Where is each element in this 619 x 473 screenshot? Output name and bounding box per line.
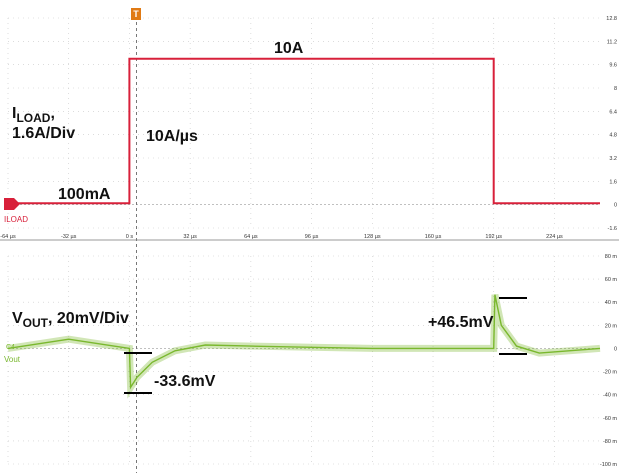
vout-y-tick-label: -100 m	[600, 462, 618, 468]
x-tick-label: -32 µs	[61, 234, 77, 240]
vout-y-tick-label: -80 m	[603, 439, 617, 445]
x-tick-label: 32 µs	[183, 234, 197, 240]
x-tick-label: 160 µs	[425, 234, 442, 240]
iload-y-tick-label: 12.8	[606, 16, 617, 22]
iload-channel-label: ILOAD	[4, 215, 28, 224]
iload-slew-rate-label: 10A/µs	[146, 128, 198, 145]
x-tick-label: 64 µs	[244, 234, 258, 240]
vout-grid	[7, 255, 600, 465]
iload-y-tick-label: 11.2	[607, 39, 617, 45]
trigger-marker-label: T	[133, 9, 139, 19]
trigger-marker: T	[131, 8, 141, 20]
vout-y-tick-label: 20 m	[605, 323, 618, 329]
iload-y-tick-label: 9.6	[609, 63, 617, 69]
iload-ylabel-main: I	[12, 105, 17, 122]
iload-ylabel: ILOAD, 1.6A/Div	[12, 104, 75, 144]
iload-y-tick-label: 8	[614, 86, 617, 92]
iload-y-tick-label: 1.6	[609, 179, 617, 185]
vout-y-tick-label: 60 m	[605, 277, 618, 283]
vout-y-tick-label: 0	[614, 346, 617, 352]
iload-high-level-label: 10A	[274, 40, 304, 57]
vout-y-tick-label: 80 m	[605, 254, 618, 260]
vout-y-tick-label: -20 m	[603, 370, 617, 376]
vout-channel-label: Vout	[4, 355, 21, 364]
iload-ylabel-sub: LOAD	[16, 111, 51, 125]
iload-y-tick-label: 0	[614, 203, 617, 209]
iload-low-level-label: 100mA	[58, 186, 111, 203]
x-tick-label: 192 µs	[485, 234, 502, 240]
vout-channel-id: C4	[6, 344, 15, 351]
vout-ylabel-suffix: , 20mV/Div	[48, 310, 129, 327]
vout-waveform	[7, 294, 601, 390]
iload-grid	[7, 17, 600, 229]
vout-y-tick-label: -40 m	[603, 393, 617, 399]
vout-undershoot-label: -33.6mV	[154, 373, 216, 390]
vout-ylabel-sub: OUT	[22, 316, 49, 330]
vout-y-tick-label: 40 m	[605, 300, 618, 306]
iload-channel-marker: ILOAD	[4, 198, 28, 224]
vout-overshoot-label: +46.5mV	[428, 314, 494, 331]
iload-y-tick-label: 6.4	[609, 109, 617, 115]
x-tick-label: 0 s	[126, 234, 134, 240]
vout-channel-marker: C4 Vout	[4, 344, 21, 364]
x-tick-label: -64 µs	[0, 234, 16, 240]
vout-y-tick-label: -60 m	[603, 416, 617, 422]
iload-y-tick-label: 3.2	[609, 156, 617, 162]
iload-y-tick-label: -1.6	[608, 226, 617, 232]
iload-ylabel-scale: 1.6A/Div	[12, 125, 76, 142]
tick-labels-layer: -64 µs -32 µs 0 s 32 µs 64 µs 96 µs 128 µs 160 …	[0, 16, 617, 468]
iload-waveform	[8, 57, 600, 205]
vout-ylabel: VOUT, 20mV/Div	[12, 310, 129, 330]
iload-waveform-layer	[8, 57, 600, 205]
x-tick-label: 224 µs	[546, 234, 563, 240]
x-tick-label: 96 µs	[305, 234, 319, 240]
vout-ylabel-main: V	[12, 310, 23, 327]
iload-y-tick-label: 4.8	[609, 133, 617, 139]
x-tick-label: 128 µs	[364, 234, 381, 240]
iload-ylabel-suffix: ,	[50, 105, 55, 122]
vout-waveform-layer	[7, 293, 601, 399]
